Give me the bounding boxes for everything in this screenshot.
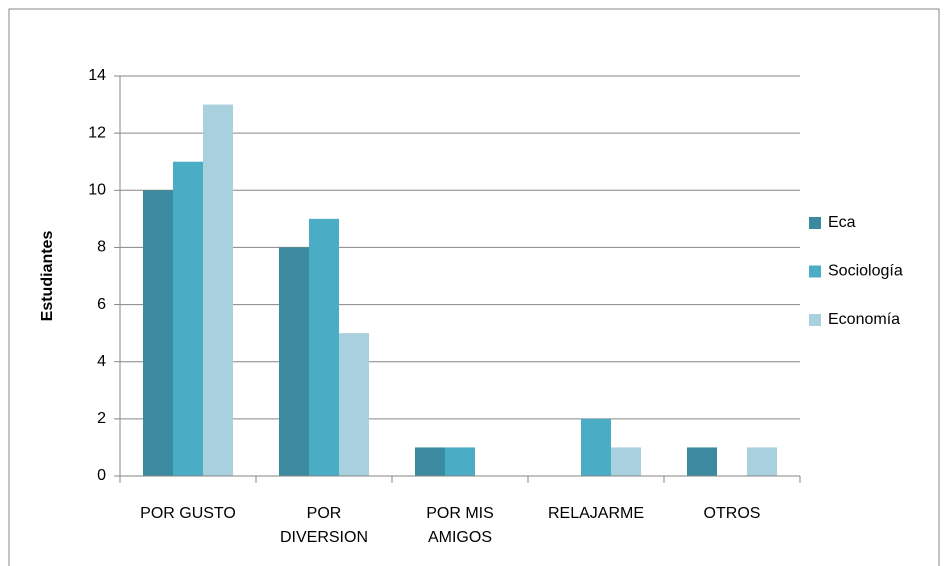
y-tick-label: 12 [88,124,106,141]
y-axis-label: Estudiantes [39,231,56,322]
bar [445,447,475,476]
bar [687,447,717,476]
legend-swatch [809,217,821,229]
y-tick-label: 2 [97,410,106,427]
legend-label: Economía [828,311,900,328]
bar [415,447,445,476]
bar [279,247,309,476]
bar [747,447,777,476]
x-tick-label: POR MIS AMIGOS [426,505,494,546]
bar [339,333,369,476]
bar [309,218,339,476]
legend-swatch [809,265,821,278]
legend-label: Sociología [828,263,903,280]
bar [143,190,173,477]
x-tick-label: OTROS [703,505,761,522]
y-tick-label: 10 [88,182,106,199]
x-tick-label: RELAJARME [547,505,645,522]
bar [203,104,233,477]
y-tick-label: 4 [97,353,106,370]
y-tick-label: 0 [97,467,106,484]
x-tick-label: POR DIVERSION [279,505,368,546]
bar [611,447,641,476]
legend-label: Eca [828,214,856,231]
bar [581,418,611,476]
y-tick-label: 8 [97,239,106,256]
y-tick-label: 14 [88,67,106,84]
legend-swatch [809,314,821,326]
x-tick-label: POR GUSTO [140,505,236,522]
bar [173,161,203,476]
y-tick-label: 6 [97,296,106,313]
chart-frame [8,8,940,566]
